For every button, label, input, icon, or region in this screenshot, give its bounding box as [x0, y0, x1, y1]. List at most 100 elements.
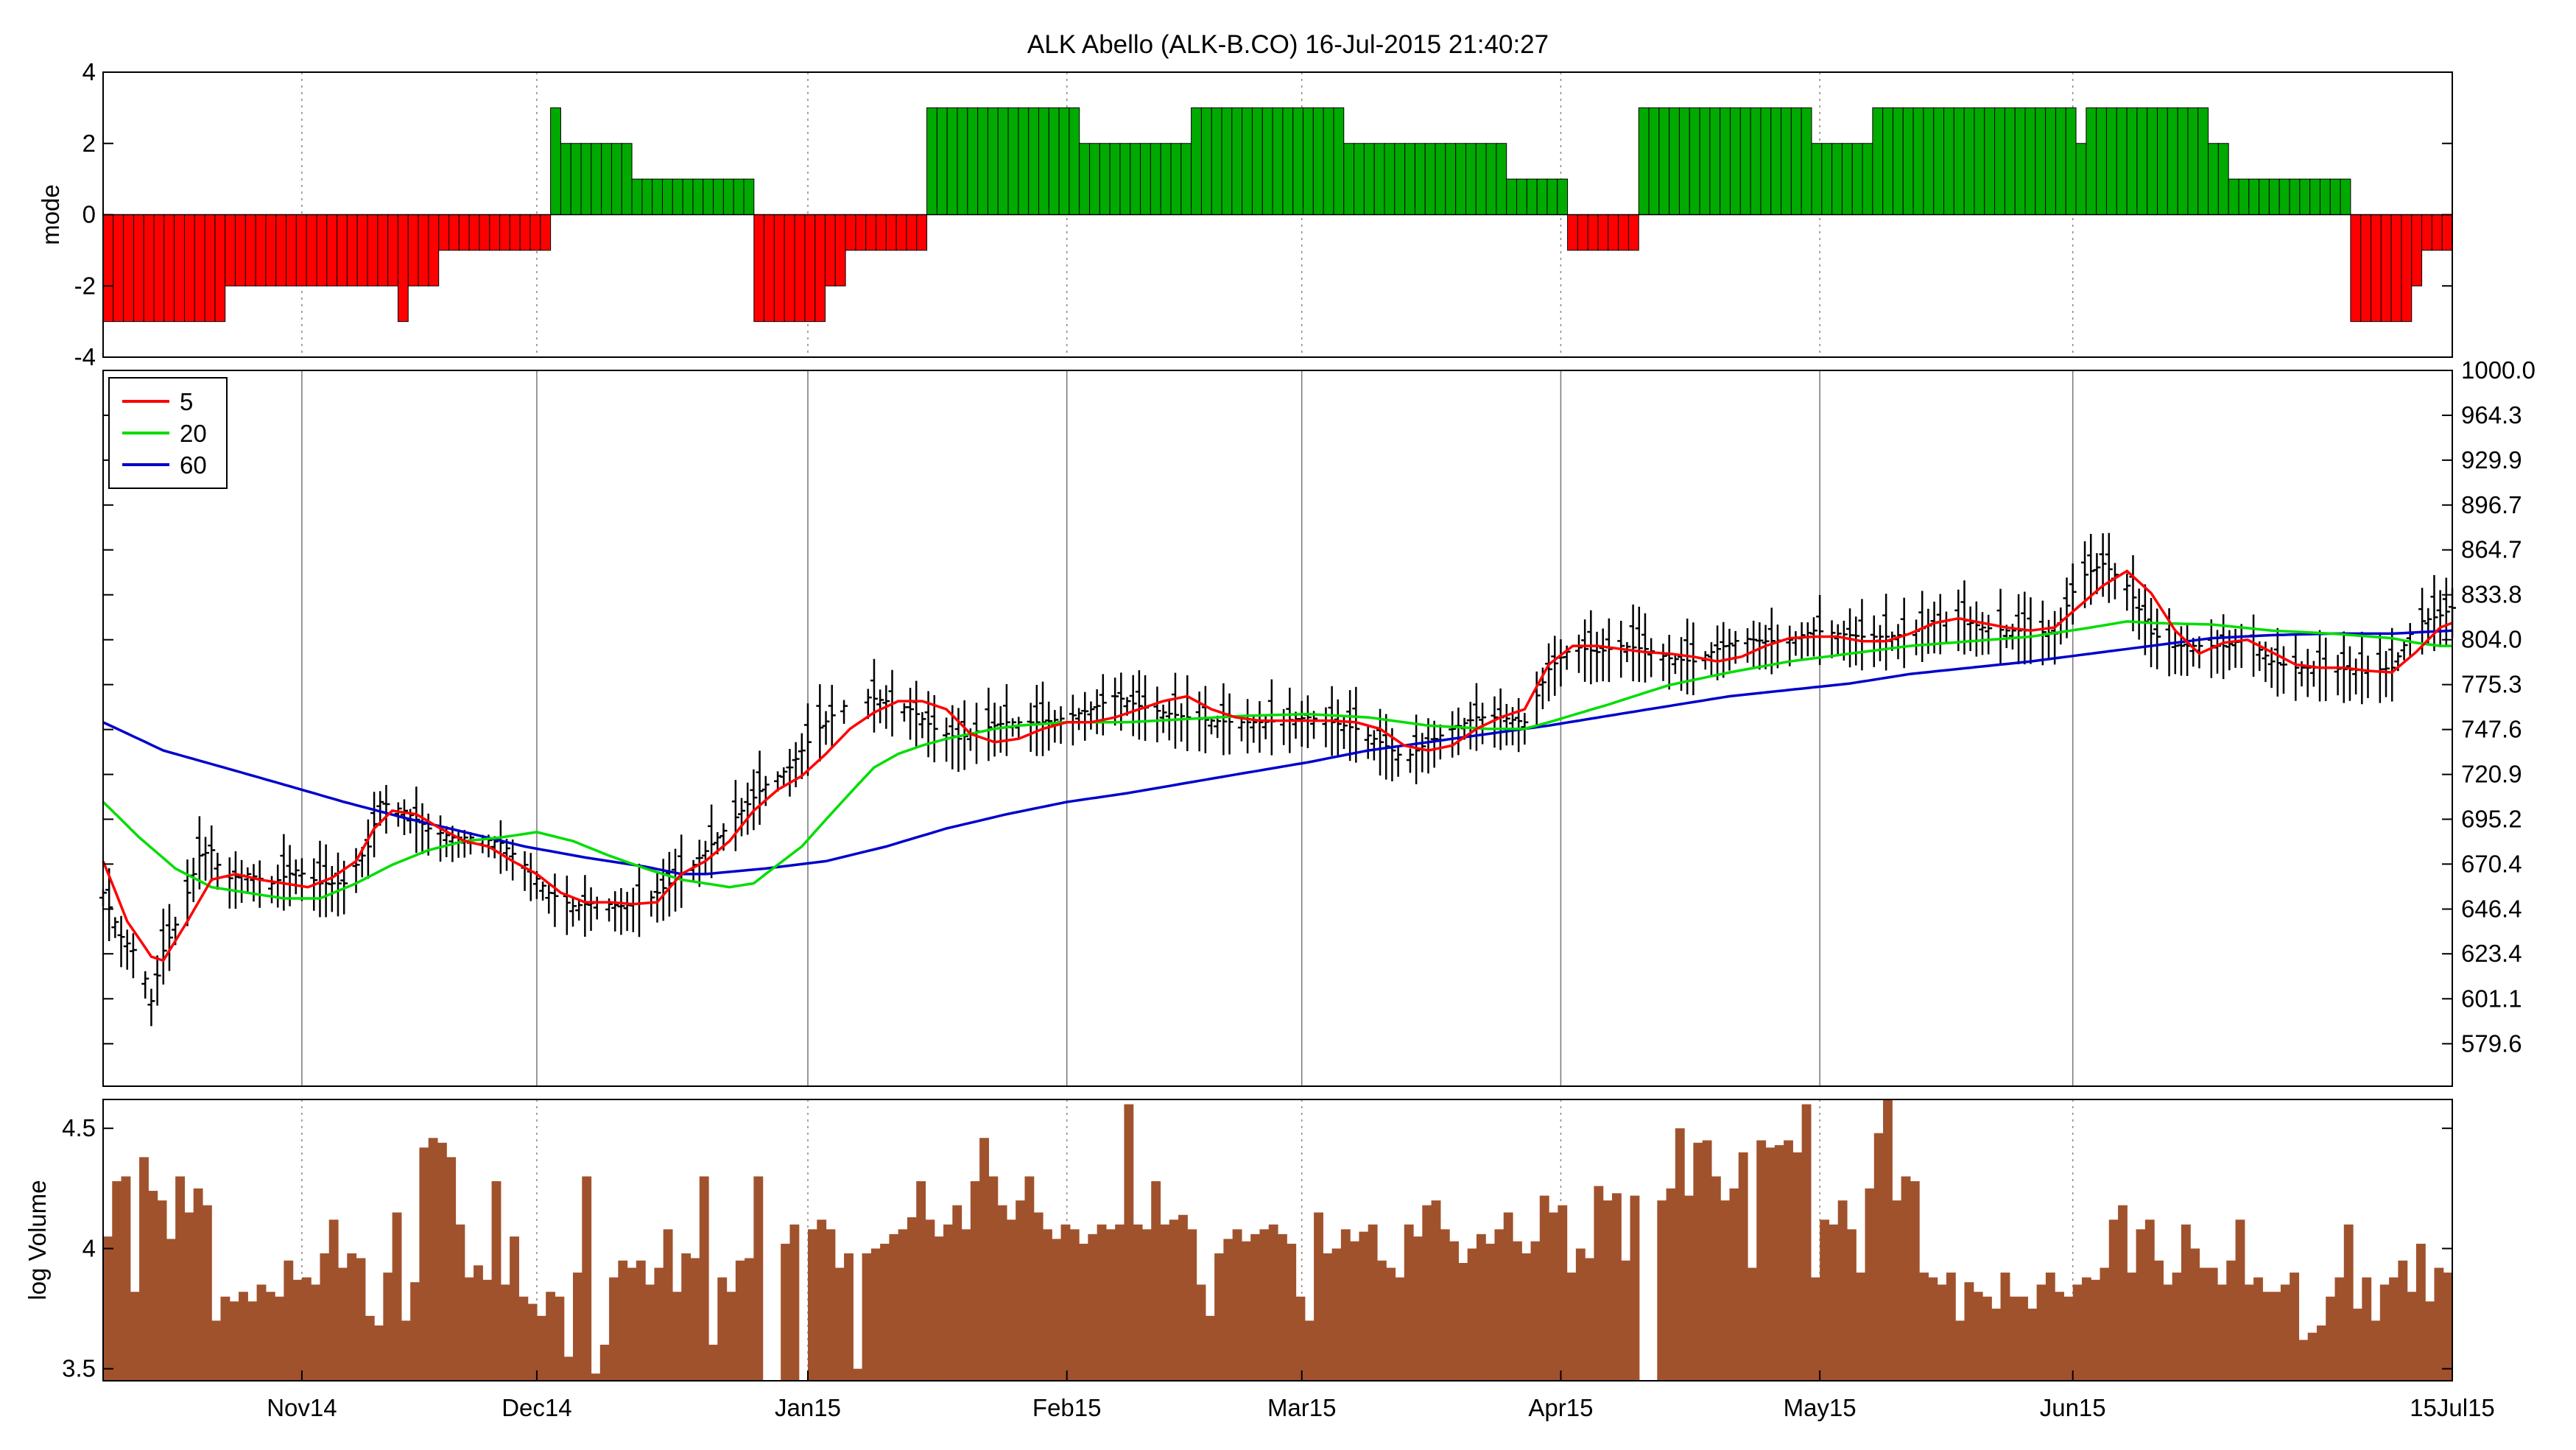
- volume-bar: [546, 1292, 556, 1381]
- volume-bar: [943, 1224, 953, 1381]
- volume-bar: [166, 1239, 176, 1381]
- mode-bar: [1445, 143, 1457, 215]
- volume-bar: [464, 1277, 474, 1381]
- y-tick-label: 1000.0: [2461, 356, 2535, 384]
- mode-bar: [1363, 143, 1375, 215]
- volume-bar: [527, 1303, 538, 1381]
- volume-bar: [2362, 1277, 2372, 1381]
- mode-bar: [1079, 143, 1091, 215]
- mode-bar: [326, 214, 338, 286]
- volume-bar: [1350, 1241, 1360, 1381]
- mode-bar: [641, 178, 653, 215]
- volume-bar: [988, 1176, 999, 1381]
- mode-bar: [1424, 143, 1436, 215]
- mode-bar: [1648, 107, 1660, 215]
- mode-bar: [153, 214, 165, 323]
- mode-bar: [102, 214, 114, 323]
- mode-bar: [2309, 178, 2320, 215]
- mode-bar: [1231, 107, 1243, 215]
- volume-bar: [1386, 1267, 1396, 1381]
- volume-bar: [2316, 1325, 2326, 1381]
- volume-bar: [735, 1260, 745, 1381]
- volume-bar: [916, 1181, 926, 1381]
- mode-bar: [672, 178, 683, 215]
- mode-bar: [560, 143, 571, 215]
- mode-bar: [1242, 107, 1253, 215]
- mode-bar: [1577, 214, 1588, 251]
- volume-bar: [591, 1373, 601, 1381]
- mode-bar: [1323, 107, 1334, 215]
- mode-bar: [275, 214, 287, 286]
- volume-bar: [898, 1229, 908, 1381]
- volume-bar: [1016, 1200, 1026, 1381]
- mode-bar: [2177, 107, 2189, 215]
- volume-bar: [536, 1315, 546, 1381]
- volume-bar: [1991, 1309, 2002, 1381]
- volume-bar: [1539, 1195, 1549, 1381]
- volume-bar: [609, 1277, 619, 1381]
- mode-bar: [1546, 178, 1558, 215]
- mode-bar: [2431, 214, 2443, 251]
- mode-bar: [621, 143, 633, 215]
- volume-bar: [1964, 1282, 1974, 1381]
- volume-bar: [1467, 1248, 1477, 1381]
- x-tick-label: Mar15: [1267, 1394, 1337, 1421]
- volume-bar: [1088, 1233, 1098, 1381]
- mode-bar: [1841, 143, 1853, 215]
- volume-bar: [1693, 1142, 1703, 1381]
- mode-bar: [2278, 178, 2290, 215]
- mode-bar: [1180, 143, 1192, 215]
- volume-bar: [1846, 1229, 1857, 1381]
- mode-bar: [1933, 107, 1945, 215]
- mode-bar: [1699, 107, 1711, 215]
- x-tick-label: Jun15: [2040, 1394, 2106, 1421]
- volume-bar: [446, 1157, 457, 1381]
- volume-bar: [130, 1292, 140, 1381]
- x-tick-label: Nov14: [267, 1394, 337, 1421]
- mode-bar: [1790, 107, 1802, 215]
- mode-bar: [1354, 143, 1365, 215]
- legend-label-5: 5: [180, 388, 193, 415]
- mode-bar: [1414, 143, 1426, 215]
- volume-bar: [1711, 1176, 1721, 1381]
- volume-bar: [1856, 1273, 1866, 1381]
- volume-bar: [1666, 1188, 1676, 1381]
- volume-bar: [582, 1176, 592, 1381]
- y-tick-label: 4: [82, 1234, 96, 1261]
- volume-bar: [1784, 1140, 1793, 1381]
- volume-bar: [202, 1205, 212, 1381]
- mode-bar: [1730, 107, 1741, 215]
- volume-bar: [428, 1138, 438, 1381]
- mode-bar: [591, 143, 602, 215]
- mode-bar: [1892, 107, 1904, 215]
- mode-bar: [1211, 107, 1222, 215]
- volume-bar: [1278, 1233, 1287, 1381]
- volume-bar: [1458, 1263, 1468, 1381]
- mode-bar: [987, 107, 999, 215]
- mode-bar: [2259, 178, 2270, 215]
- mode-bar: [652, 178, 664, 215]
- mode-bar: [397, 214, 409, 323]
- mode-bar: [1475, 143, 1487, 215]
- mode-bar: [1618, 214, 1629, 251]
- mode-bar: [733, 178, 745, 215]
- mode-bar: [2319, 178, 2331, 215]
- volume-bar: [2343, 1224, 2354, 1381]
- mode-frame: [102, 71, 2453, 358]
- mode-bar: [1170, 143, 1182, 215]
- mode-bar: [1851, 143, 1863, 215]
- volume-bar: [510, 1236, 519, 1381]
- volume-bar: [2036, 1284, 2047, 1381]
- mode-bar: [865, 214, 877, 251]
- volume-bar: [1946, 1273, 1956, 1381]
- y-tick-label: 601.1: [2461, 985, 2522, 1012]
- volume-bar: [1133, 1224, 1143, 1381]
- mode-bar: [1160, 143, 1172, 215]
- mode-bar: [163, 214, 175, 323]
- volume-bar: [1738, 1152, 1748, 1381]
- volume-bar: [1720, 1200, 1731, 1381]
- mode-bar: [519, 214, 531, 251]
- volume-bar: [1756, 1140, 1767, 1381]
- mode-bar: [458, 214, 470, 251]
- volume-bar: [997, 1205, 1007, 1381]
